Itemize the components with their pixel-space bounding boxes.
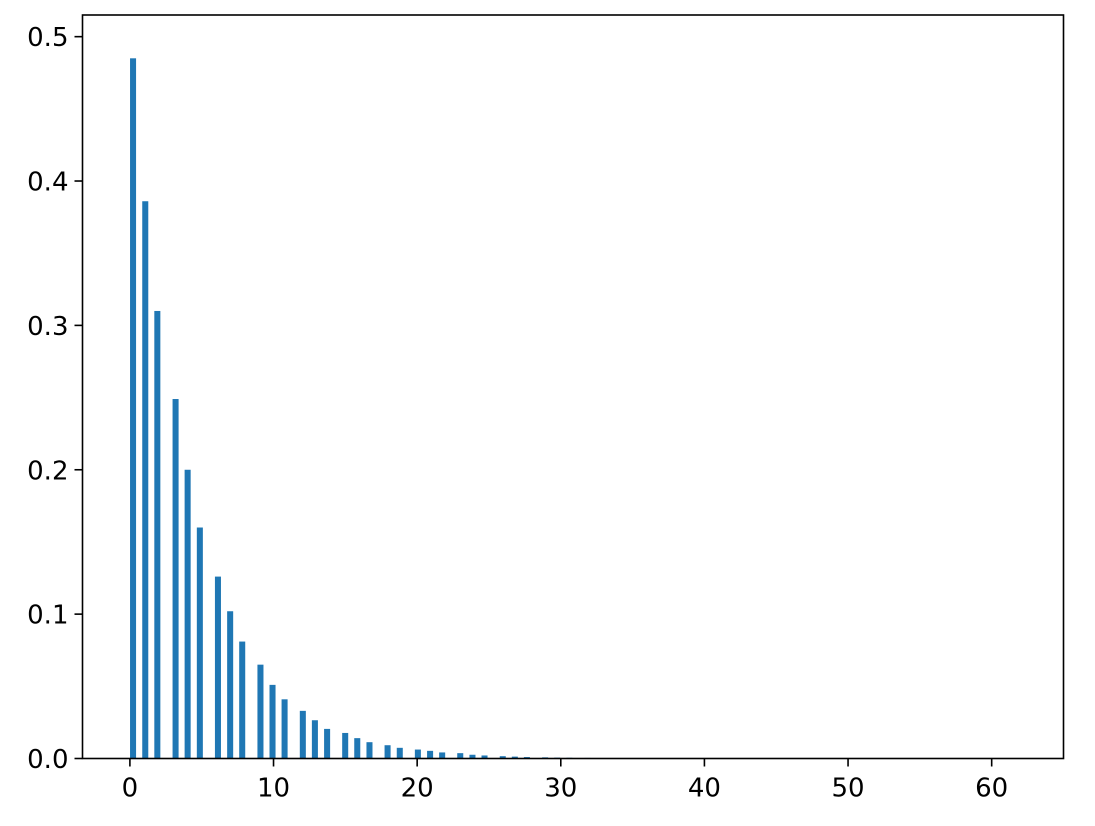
bar	[469, 754, 476, 759]
bar	[324, 728, 331, 759]
bar	[311, 720, 318, 759]
bar	[299, 710, 306, 759]
bar	[439, 752, 446, 759]
y-tick-label: 0.1	[27, 601, 68, 631]
bar	[239, 641, 246, 759]
bar	[396, 747, 403, 759]
bar	[342, 732, 349, 759]
bar	[196, 527, 203, 759]
y-tick-label: 0.2	[27, 456, 68, 486]
bar	[457, 753, 464, 759]
y-tick-label: 0.0	[27, 745, 68, 775]
bar	[227, 611, 234, 759]
bar	[354, 738, 361, 759]
bar	[366, 742, 373, 759]
x-tick-label: 30	[544, 774, 577, 804]
y-tick-label: 0.3	[27, 312, 68, 342]
bar	[184, 469, 191, 759]
bar	[172, 399, 179, 759]
x-tick-label: 40	[688, 774, 721, 804]
bar	[384, 745, 391, 759]
x-tick-label: 10	[257, 774, 290, 804]
x-tick-label: 60	[975, 774, 1008, 804]
bar	[142, 201, 149, 759]
x-tick-label: 0	[122, 774, 139, 804]
x-tick-label: 50	[832, 774, 865, 804]
y-tick-label: 0.5	[27, 23, 68, 53]
bar	[130, 58, 137, 759]
bar	[154, 310, 161, 759]
bar	[499, 756, 506, 759]
axes-frame	[81, 14, 1065, 760]
x-tick-label: 20	[401, 774, 434, 804]
bar	[511, 756, 518, 759]
bar	[214, 576, 221, 759]
bar	[414, 749, 421, 759]
bar	[281, 699, 288, 759]
bar	[257, 664, 264, 759]
bar	[481, 755, 488, 759]
bar	[269, 684, 276, 759]
y-tick-label: 0.4	[27, 168, 68, 198]
bar	[427, 750, 434, 759]
